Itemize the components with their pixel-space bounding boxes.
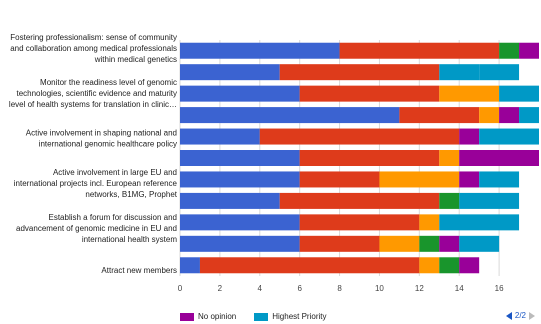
bar-segment-6-3 (459, 171, 480, 188)
category-label-3-0: Active involvement in large EU and (53, 168, 177, 177)
category-labels: Fostering professionalism: sense of comm… (9, 33, 178, 275)
bar-segment-9-4 (439, 235, 460, 252)
legend-swatch-no-opinion (180, 312, 194, 321)
legend-swatch-highest-priority (254, 312, 269, 321)
legend: No opinion Highest Priority (180, 312, 327, 321)
bar-segment-0-2 (499, 42, 520, 59)
bar-segment-5-2 (439, 150, 460, 166)
bar-segment-3-1 (399, 107, 480, 124)
bar-segment-3-3 (499, 107, 520, 124)
bar-segment-3-4 (519, 107, 539, 124)
next-page-icon[interactable] (529, 311, 535, 320)
bar-segment-7-0 (180, 192, 280, 209)
bar-segment-9-3 (419, 235, 440, 252)
x-tick-label-8: 16 (495, 284, 504, 293)
category-label-3-1: international projects incl. European re… (14, 179, 178, 188)
bar-segment-8-1 (299, 214, 420, 231)
category-label-4-0: Establish a forum for discussion and (48, 213, 177, 222)
bar-segment-5-1 (299, 150, 440, 166)
bar-segment-2-4 (499, 85, 539, 102)
bar-segment-3-2 (479, 107, 500, 124)
legend-pager: 2/2 (505, 311, 535, 320)
bar-segment-2-0 (180, 85, 300, 102)
category-label-4-1: advancement of genomic medicine in EU an… (16, 224, 177, 233)
bar-segment-10-0 (180, 257, 200, 274)
bar-segment-0-0 (180, 42, 340, 59)
bar-segment-6-0 (180, 171, 300, 188)
category-label-1-1: technologies, scientific evidence and ma… (16, 89, 177, 98)
legend-item-no-opinion[interactable]: No opinion (180, 312, 236, 321)
category-label-5-0: Attract new members (101, 266, 177, 275)
bar-segment-10-3 (439, 257, 460, 274)
bar-segment-4-4 (479, 128, 539, 145)
legend-item-highest-priority[interactable]: Highest Priority (254, 312, 327, 321)
bar-segment-9-1 (299, 235, 380, 252)
bar-segment-7-1 (279, 192, 440, 209)
x-axis-ticks: 0 2 4 6 8 10 12 14 16 (178, 284, 504, 293)
bar-segment-7-3 (439, 192, 460, 209)
x-tick-label-6: 12 (415, 284, 424, 293)
x-tick-label-7: 14 (455, 284, 464, 293)
previous-page-icon[interactable] (505, 311, 512, 320)
stacked-bar-chart: Fostering professionalism: sense of comm… (9, 33, 539, 293)
category-label-1-0: Monitor the readiness level of genomic (40, 78, 177, 87)
bar-segment-2-1 (299, 85, 440, 102)
x-tick-label-3: 6 (297, 284, 302, 293)
x-tick-label-0: 0 (178, 284, 183, 293)
bar-segment-6-1 (299, 171, 380, 188)
bar-segment-1-4 (479, 64, 520, 81)
bar-segment-8-4 (439, 214, 520, 231)
category-label-1-2: level of health systems for translation … (9, 100, 177, 109)
legend-label-highest-priority: Highest Priority (272, 312, 327, 321)
bar-segment-2-2 (439, 85, 500, 102)
bar-segment-10-4 (459, 257, 480, 274)
bar-segment-10-1 (199, 257, 420, 274)
bar-segment-4-3 (459, 128, 480, 145)
bar-segment-1-0 (180, 64, 280, 81)
legend-label-no-opinion: No opinion (198, 312, 237, 321)
page-indicator: 2/2 (514, 311, 526, 320)
bar-segment-7-4 (459, 192, 520, 209)
bar-segment-6-2 (379, 171, 460, 188)
bar-segment-3-0 (180, 107, 400, 124)
bar-segment-6-4 (479, 171, 520, 188)
bar-segment-1-3 (439, 64, 480, 81)
category-label-0-2: within medical genetics (94, 55, 177, 64)
x-tick-label-1: 2 (218, 284, 223, 293)
bar-segment-9-0 (180, 235, 300, 252)
bar-segment-9-2 (379, 235, 420, 252)
category-label-3-2: networks, B1MG, Prophet (85, 190, 177, 199)
category-label-0-1: and collaboration among medical professi… (10, 44, 177, 53)
category-label-2-1: international genomic healthcare policy (39, 140, 177, 149)
bar-segment-4-0 (180, 128, 260, 145)
x-tick-label-2: 4 (258, 284, 263, 293)
bar-segment-5-0 (180, 150, 300, 166)
bar-segment-4-1 (259, 128, 460, 145)
bar-segment-8-2 (419, 214, 440, 231)
category-label-4-2: international health system (82, 235, 178, 244)
bar-segment-0-3 (519, 42, 539, 59)
bar-segment-8-0 (180, 214, 300, 231)
bars (180, 42, 539, 274)
x-tick-label-5: 10 (375, 284, 384, 293)
bar-segment-5-3 (459, 150, 539, 166)
bar-segment-1-1 (279, 64, 440, 81)
category-label-2-0: Active involvement in shaping national a… (26, 129, 177, 138)
bar-segment-10-2 (419, 257, 440, 274)
x-tick-label-4: 8 (337, 284, 342, 293)
bar-segment-0-1 (339, 42, 500, 59)
category-label-0-0: Fostering professionalism: sense of comm… (10, 33, 177, 42)
bar-segment-9-5 (459, 235, 500, 252)
